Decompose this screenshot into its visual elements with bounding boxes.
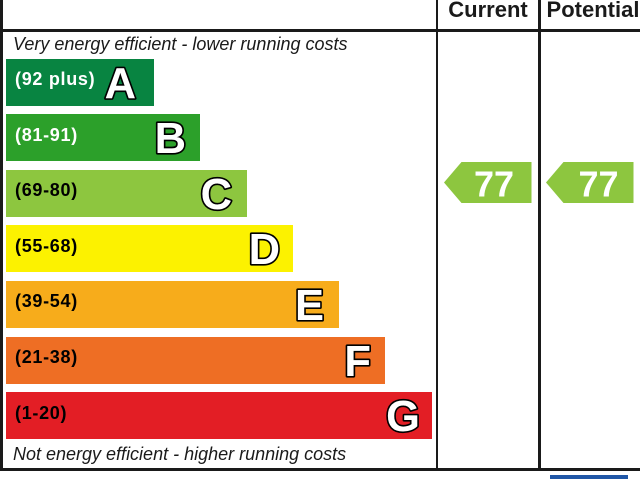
svg-text:F: F <box>344 338 371 384</box>
svg-text:B: B <box>155 115 186 161</box>
svg-text:77: 77 <box>578 163 618 203</box>
svg-text:C: C <box>200 171 231 217</box>
svg-text:A: A <box>105 60 136 106</box>
svg-text:77: 77 <box>474 163 514 203</box>
svg-text:E: E <box>295 282 324 328</box>
svg-text:D: D <box>248 226 279 272</box>
svg-text:G: G <box>387 393 421 439</box>
